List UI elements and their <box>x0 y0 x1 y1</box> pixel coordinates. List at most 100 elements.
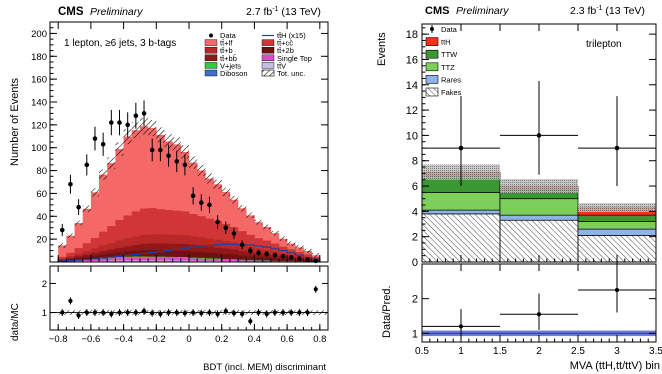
data-point <box>458 145 464 151</box>
bar-tt-2b <box>148 250 157 262</box>
uncertainty-bin <box>107 157 116 170</box>
y-tick-label: 6 <box>412 181 418 193</box>
data-point <box>614 145 620 151</box>
bar-single-top <box>213 259 223 262</box>
y-tick-label: 40 <box>36 212 47 223</box>
data-point <box>256 250 261 256</box>
legend-item-tot-unc: Tot. unc. <box>261 69 305 78</box>
ratio-point <box>280 310 286 315</box>
x-tick-label: −0.6 <box>81 334 100 345</box>
legend-label: tt̄V <box>277 61 286 70</box>
bar-tt-v <box>90 260 100 262</box>
x-tick-label: 3 <box>614 346 620 357</box>
bar-tt-lf <box>148 128 157 262</box>
bar-tt-v <box>189 260 198 262</box>
right-ratio-y-label: Data/Pred. <box>381 285 393 338</box>
data-point <box>109 120 114 125</box>
left-uncertainty-band <box>58 118 320 258</box>
legend-hatch <box>261 69 275 77</box>
y-tick-label: 140 <box>31 98 47 109</box>
bar-tt-2b <box>278 258 288 262</box>
bar-single-top <box>238 260 247 262</box>
x-tick-label: 2.5 <box>571 346 585 357</box>
bar-tt-v <box>139 260 149 262</box>
data-point <box>125 122 130 128</box>
bar-tt-v <box>99 260 108 262</box>
bar-tt-v <box>123 260 133 262</box>
uncertainty-bin <box>74 220 83 226</box>
right-y-label: Events <box>376 32 388 66</box>
bar-tt-v <box>172 260 182 262</box>
bar-tt-2b <box>172 250 182 262</box>
bar-tt-lf <box>164 141 173 262</box>
legend-swatch <box>261 47 275 54</box>
uncertainty-bin <box>287 241 296 246</box>
data-point <box>158 147 163 153</box>
right-stack-bars <box>421 164 657 263</box>
bar-tt-lf <box>82 208 92 262</box>
data-point <box>68 181 73 187</box>
uncertainty-bin <box>205 173 214 184</box>
bar-tt-lf <box>131 130 141 262</box>
left-axes: −0.8 −0.6 −0.4 −0.2 0 0.2 0.4 0.6 0.8 20 40 60 80 100… <box>31 21 329 345</box>
legend-swatch <box>261 39 275 46</box>
left-annotation: 1 lepton, ≥6 jets, 3 b-tags <box>64 38 176 49</box>
x-tick-label: 3.5 <box>649 346 662 357</box>
bar-single-top <box>131 257 141 262</box>
y-tick-label: 14 <box>406 80 418 92</box>
y-tick-label: 20 <box>36 235 47 246</box>
x-tick-label: 1.5 <box>493 346 507 357</box>
data-point <box>239 242 245 248</box>
legend-swatch <box>425 75 439 84</box>
y-tick-label: 80 <box>36 166 47 177</box>
bar-single-top <box>164 257 173 262</box>
bar-single-top <box>148 257 157 262</box>
data-point <box>272 252 278 258</box>
ratio-point <box>223 308 228 314</box>
uncertainty-bin <box>180 145 189 159</box>
ratio-y-tick-label: 2 <box>412 294 418 306</box>
uncertainty-bin <box>82 205 91 213</box>
x-tick-label: 0 <box>186 334 191 345</box>
uncertainty-bin <box>270 230 279 236</box>
x-tick-label: 0.4 <box>248 334 261 345</box>
legend-label: ttH <box>441 38 451 47</box>
y-tick-label: 4 <box>412 206 418 218</box>
y-tick-label: 120 <box>31 120 47 131</box>
left-tth-signal-line <box>57 243 320 262</box>
ratio-point <box>215 311 220 317</box>
legend-label: tt̄+lf <box>220 39 233 48</box>
ratio-point <box>240 311 245 317</box>
bar-single-top <box>254 260 263 262</box>
legend-swatch <box>204 47 218 54</box>
ratio-point <box>207 310 212 315</box>
ratio-point <box>536 312 542 317</box>
data-point <box>223 225 229 231</box>
bar-tt-2b <box>270 258 280 262</box>
ratio-point <box>76 313 81 318</box>
uncertainty-bin <box>213 179 222 189</box>
left-cms-label: CMS <box>58 6 84 18</box>
left-stack-bars <box>58 126 321 262</box>
bar-rares <box>499 214 579 221</box>
left-x-label: BDT (incl. MEM) discriminant <box>203 362 326 373</box>
y-tick-label: 180 <box>31 52 47 63</box>
right-data-points <box>422 80 656 187</box>
ratio-point <box>101 310 106 315</box>
x-tick-label: 2 <box>536 346 542 357</box>
ratio-point <box>289 310 294 315</box>
y-tick-label: 160 <box>31 75 47 86</box>
bar-tt-lf <box>107 163 116 262</box>
data-point <box>117 120 122 125</box>
data-point <box>174 159 180 164</box>
bar-single-top <box>99 258 108 262</box>
x-tick-label: 0.5 <box>415 346 429 357</box>
ratio-point <box>150 311 155 316</box>
bar-tt-lf <box>66 235 75 262</box>
y-tick-label: 2 <box>412 232 418 244</box>
bar-single-top <box>180 258 190 262</box>
ratio-y-tick-label: 1 <box>412 328 418 340</box>
bar-single-top <box>115 258 124 262</box>
